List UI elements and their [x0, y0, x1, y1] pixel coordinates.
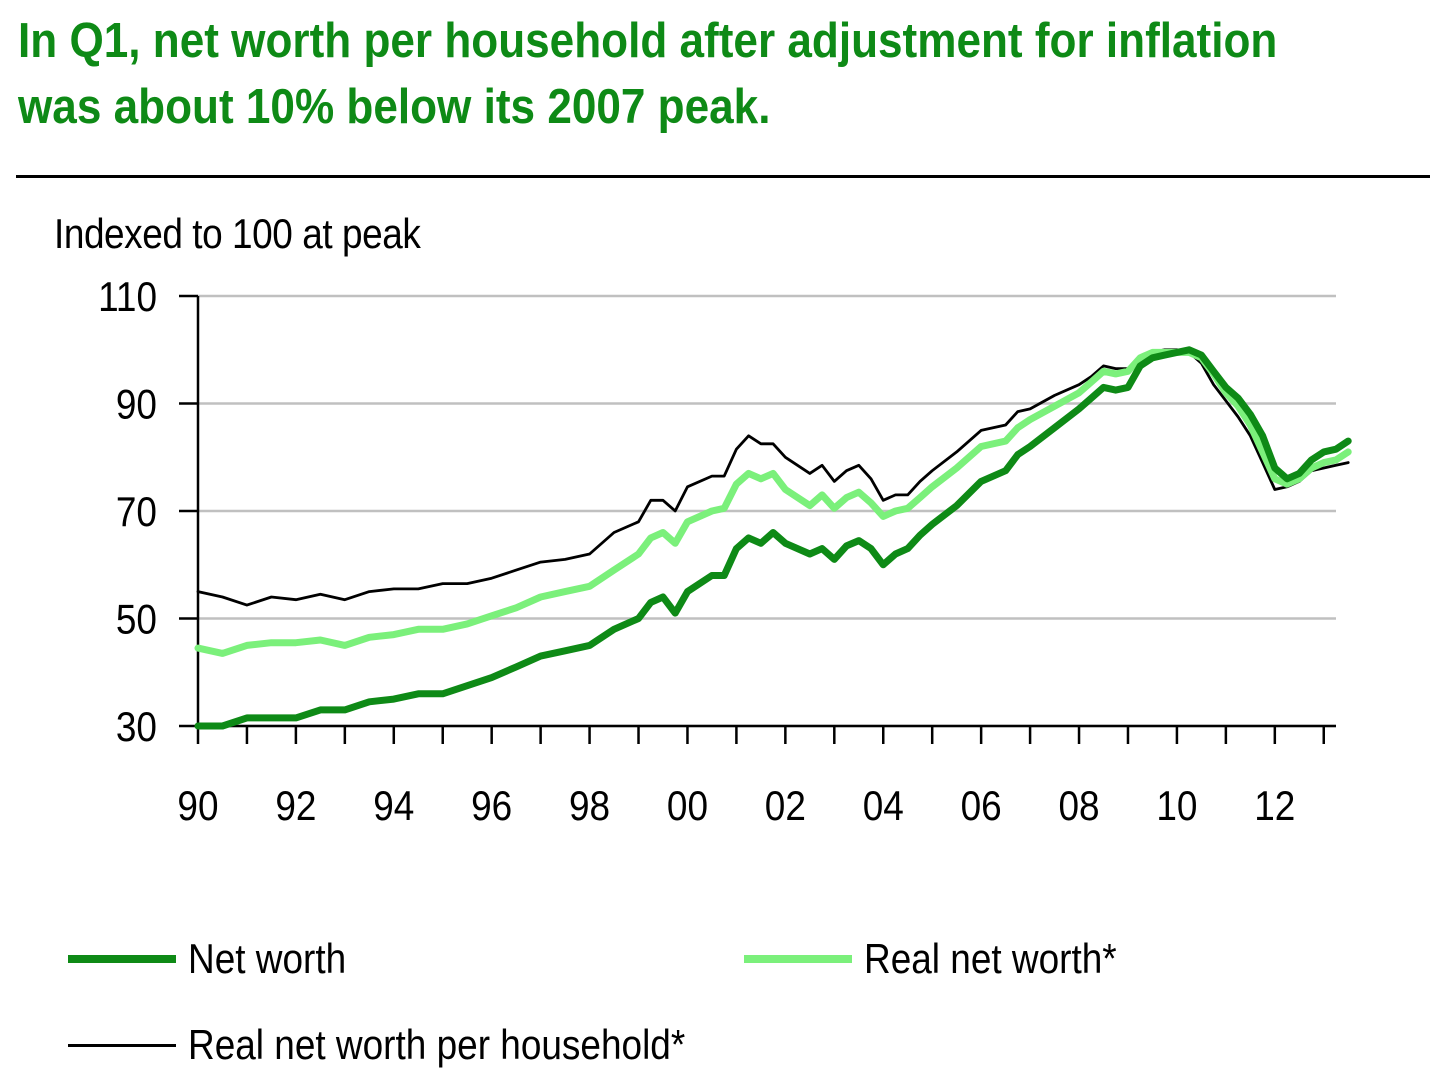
series-line-net-worth	[194, 346, 1352, 730]
y-tick-label: 30	[116, 704, 157, 751]
x-tick-label: 90	[177, 783, 218, 830]
y-tick-label: 110	[98, 274, 157, 321]
x-tick-label: 08	[1058, 783, 1099, 830]
series-line-real-net-worth	[194, 348, 1352, 657]
x-tick-label: 00	[667, 783, 708, 830]
tick-labels: 110 90 70 50 30 90 92 94 96 98 00 02 04 06 08 10 12	[98, 274, 1295, 830]
x-tick-label: 98	[569, 783, 610, 830]
series-line-real-net-worth-per-household	[196, 348, 1350, 607]
legend-item-real-net-worth: Real net worth*	[744, 935, 1151, 983]
x-tick-label: 02	[765, 783, 806, 830]
x-tick-label: 06	[961, 783, 1002, 830]
y-tick-label: 90	[116, 381, 157, 428]
x-tick-label: 10	[1156, 783, 1197, 830]
legend-item-real-net-worth-per-household: Real net worth per household*	[68, 1021, 753, 1069]
legend-label: Real net worth per household*	[188, 1021, 686, 1068]
x-tick-label: 04	[863, 783, 904, 830]
title-divider	[16, 175, 1430, 178]
legend-label: Net worth	[188, 935, 347, 982]
x-tick-label: 92	[275, 783, 316, 830]
x-tick-label: 12	[1254, 783, 1295, 830]
y-axis-label: Indexed to 100 at peak	[54, 210, 421, 257]
axes	[179, 294, 1336, 744]
x-tick-label: 94	[373, 783, 414, 830]
chart-title: In Q1, net worth per household after adj…	[18, 14, 1278, 134]
x-tick-label: 96	[471, 783, 512, 830]
legend-swatch-real-net-worth-per-household	[68, 1043, 176, 1047]
legend-swatch-real-net-worth	[744, 955, 852, 963]
y-tick-label: 50	[116, 596, 157, 643]
legend-swatch-net-worth	[68, 955, 176, 963]
gridlines	[198, 294, 1336, 728]
series-lines	[194, 346, 1352, 730]
legend-label: Real net worth*	[864, 935, 1117, 982]
legend-item-net-worth: Net worth	[68, 935, 368, 983]
y-tick-label: 70	[116, 489, 157, 536]
